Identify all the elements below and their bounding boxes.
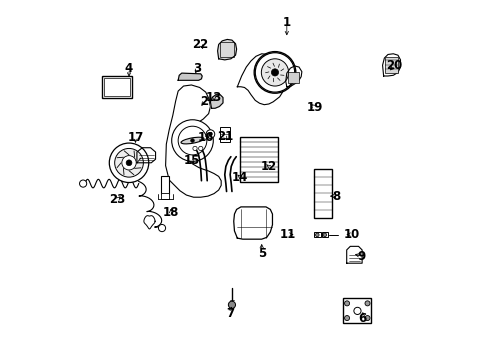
Polygon shape <box>137 148 155 163</box>
Circle shape <box>315 233 319 237</box>
Text: 6: 6 <box>358 311 366 325</box>
Circle shape <box>190 139 194 142</box>
Bar <box>104 78 130 96</box>
Text: 10: 10 <box>343 228 360 241</box>
Text: 3: 3 <box>193 62 201 75</box>
Polygon shape <box>217 40 236 60</box>
Circle shape <box>171 120 213 161</box>
Circle shape <box>364 316 369 320</box>
Text: 13: 13 <box>205 91 222 104</box>
Text: 20: 20 <box>386 59 402 72</box>
Text: 23: 23 <box>109 193 125 206</box>
Text: 17: 17 <box>127 131 143 144</box>
Circle shape <box>80 180 86 187</box>
Circle shape <box>323 233 326 237</box>
Circle shape <box>126 160 132 166</box>
Text: 12: 12 <box>260 160 276 173</box>
Polygon shape <box>233 207 272 239</box>
Circle shape <box>364 301 369 306</box>
Polygon shape <box>285 66 301 87</box>
Bar <box>161 193 169 199</box>
Polygon shape <box>237 54 284 105</box>
Text: 5: 5 <box>257 247 265 260</box>
Circle shape <box>115 148 143 177</box>
Bar <box>102 76 132 98</box>
Text: 1: 1 <box>282 17 290 30</box>
Text: 21: 21 <box>216 130 232 143</box>
Polygon shape <box>210 95 223 108</box>
Text: 8: 8 <box>331 190 340 203</box>
Text: 16: 16 <box>197 131 214 144</box>
Bar <box>321 232 327 237</box>
Polygon shape <box>178 73 202 80</box>
Circle shape <box>192 146 197 150</box>
Circle shape <box>255 53 294 92</box>
Circle shape <box>344 316 349 320</box>
Circle shape <box>353 307 360 315</box>
Circle shape <box>271 69 278 76</box>
Text: 19: 19 <box>305 101 322 114</box>
Text: 11: 11 <box>280 228 296 241</box>
Circle shape <box>228 301 235 309</box>
Text: 15: 15 <box>183 154 199 167</box>
Bar <box>161 176 169 194</box>
Circle shape <box>158 225 165 231</box>
Circle shape <box>206 130 214 138</box>
Text: 18: 18 <box>163 207 179 220</box>
Text: 7: 7 <box>225 307 234 320</box>
Circle shape <box>198 146 203 150</box>
Bar <box>240 137 277 182</box>
Bar <box>313 232 320 237</box>
Bar <box>385 57 398 73</box>
Ellipse shape <box>181 137 203 144</box>
Circle shape <box>109 143 148 183</box>
Circle shape <box>261 59 288 86</box>
Circle shape <box>208 132 212 136</box>
Bar <box>314 169 332 218</box>
Circle shape <box>122 156 136 170</box>
Bar <box>220 127 230 142</box>
Text: 2: 2 <box>200 95 208 108</box>
Circle shape <box>178 126 206 155</box>
Text: 4: 4 <box>124 62 133 75</box>
Polygon shape <box>346 246 362 263</box>
Text: 9: 9 <box>357 249 365 262</box>
Bar <box>343 298 371 323</box>
Text: 22: 22 <box>192 38 208 51</box>
Circle shape <box>344 301 349 306</box>
Bar <box>220 42 234 57</box>
Polygon shape <box>382 54 400 76</box>
Bar <box>287 72 298 83</box>
Polygon shape <box>165 85 221 197</box>
Text: 14: 14 <box>231 171 248 184</box>
